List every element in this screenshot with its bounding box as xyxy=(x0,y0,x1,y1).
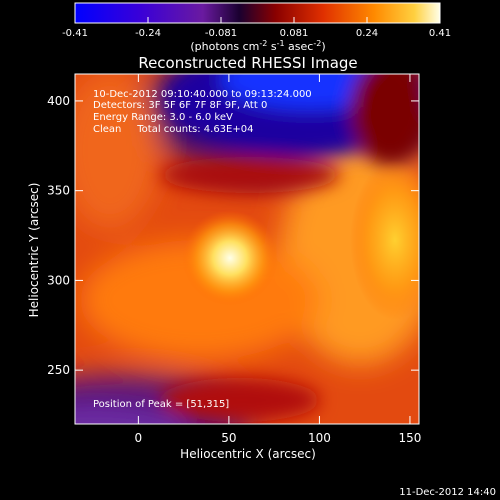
colorbar-gradient xyxy=(74,2,441,24)
x-tick-label: 150 xyxy=(398,431,421,445)
annotation-time-range: 10-Dec-2012 09:10:40.000 to 09:13:24.000 xyxy=(93,89,312,100)
annotation-clean: Clean Total counts: 4.63E+04 xyxy=(93,124,253,135)
heatmap-image xyxy=(75,74,419,424)
colorbar-tick-label: 0.081 xyxy=(280,28,309,39)
colorbar-ticks xyxy=(74,17,441,23)
y-tick-label: 350 xyxy=(47,184,70,198)
x-axis-label: Heliocentric X (arcsec) xyxy=(180,447,316,461)
plot-frame xyxy=(74,73,420,425)
annotation-peak-position: Position of Peak = [51,315] xyxy=(93,399,229,410)
x-tick-label: 50 xyxy=(221,431,236,445)
colorbar-unit-label: (photons cm-2 s-1 asec-2) xyxy=(190,39,325,53)
colorbar-tick-label: 0.24 xyxy=(356,28,378,39)
axis-tick-labels: 0 50 100 150 250 300 350 400 xyxy=(47,94,421,445)
annotation-block: 10-Dec-2012 09:10:40.000 to 09:13:24.000… xyxy=(93,89,312,410)
colorbar: -0.41 -0.24 -0.081 0.081 0.24 0.41 (photons c… xyxy=(62,2,451,53)
x-tick-label: 0 xyxy=(135,431,143,445)
axis-ticks xyxy=(75,74,419,424)
colorbar-tick-label: -0.41 xyxy=(62,28,88,39)
annotation-energy: Energy Range: 3.0 - 6.0 keV xyxy=(93,112,233,123)
colorbar-tick-label: -0.081 xyxy=(205,28,237,39)
annotation-detectors: Detectors: 3F 5F 6F 7F 8F 9F, Att 0 xyxy=(93,100,267,111)
colorbar-tick-label: 0.41 xyxy=(429,28,451,39)
colorbar-tick-labels: -0.41 -0.24 -0.081 0.081 0.24 0.41 xyxy=(62,28,451,39)
chart-title: Reconstructed RHESSI Image xyxy=(138,54,357,72)
y-tick-label: 300 xyxy=(47,273,70,287)
footer-date: 11-Dec-2012 14:40 xyxy=(399,487,496,498)
y-tick-label: 400 xyxy=(47,94,70,108)
y-axis-label: Heliocentric Y (arcsec) xyxy=(27,183,41,318)
emission-peak xyxy=(182,210,278,306)
x-tick-label: 100 xyxy=(308,431,331,445)
colorbar-tick-label: -0.24 xyxy=(135,28,161,39)
y-tick-label: 250 xyxy=(47,363,70,377)
